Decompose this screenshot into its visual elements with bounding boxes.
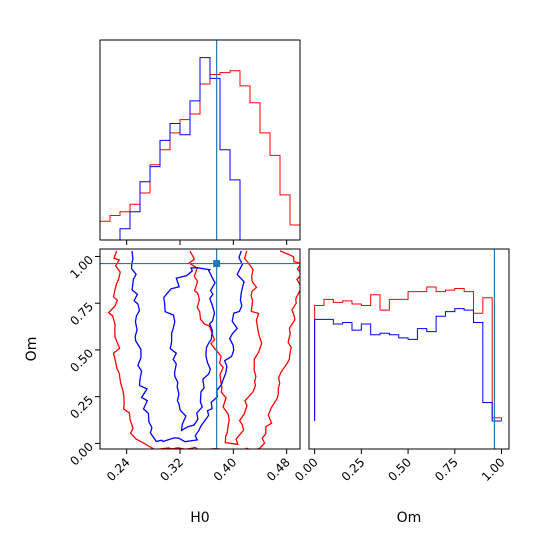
joint-y-tick-label: 1.00 [67, 253, 96, 282]
joint-truth-marker [213, 260, 221, 268]
joint-x-tick-label: 0.24 [104, 455, 133, 484]
joint-y-tick-label: 0.50 [67, 346, 96, 375]
joint-y-tick-label: 0.25 [67, 393, 96, 422]
contour-series-b-outer [130, 250, 245, 443]
om-histogram-tick-label: 0.75 [432, 455, 461, 484]
om-histogram-tick-label: 0.00 [292, 455, 321, 484]
joint-y-tick-label: 0.00 [67, 440, 96, 469]
x-axis-label-h0: H0 [190, 510, 209, 526]
panel-om-histogram: 0.00 0.25 0.50 0.75 1.00 [292, 248, 510, 484]
om-histogram-tick-label: 0.50 [385, 455, 414, 484]
om-histogram-tick-label: 1.00 [479, 455, 508, 484]
om-histogram-series-a [314, 286, 503, 421]
contour-series-a-inner [188, 250, 263, 446]
y-axis-label-om: Om [24, 337, 40, 362]
joint-panel-frame [99, 248, 301, 450]
om-histogram-tick-label: 0.25 [339, 455, 368, 484]
contour-series-a-outer [107, 250, 300, 449]
joint-y-tick-label: 0.75 [67, 299, 96, 328]
joint-x-tick-label: 0.32 [157, 455, 186, 484]
om-histogram-frame [308, 248, 510, 450]
contour-series-b-inner [163, 267, 216, 432]
h0-histogram-frame [99, 39, 301, 241]
panel-h0-histogram [99, 39, 301, 245]
om-histogram-series-b [314, 308, 502, 422]
joint-x-tick-label: 0.48 [264, 455, 293, 484]
x-axis-label-om: Om [397, 510, 422, 526]
panel-h0-om-contours: 0.24 0.32 0.40 0.48 0.00 0.25 0.50 0.75 1.00 [67, 248, 301, 484]
joint-x-tick-label: 0.40 [211, 455, 240, 484]
